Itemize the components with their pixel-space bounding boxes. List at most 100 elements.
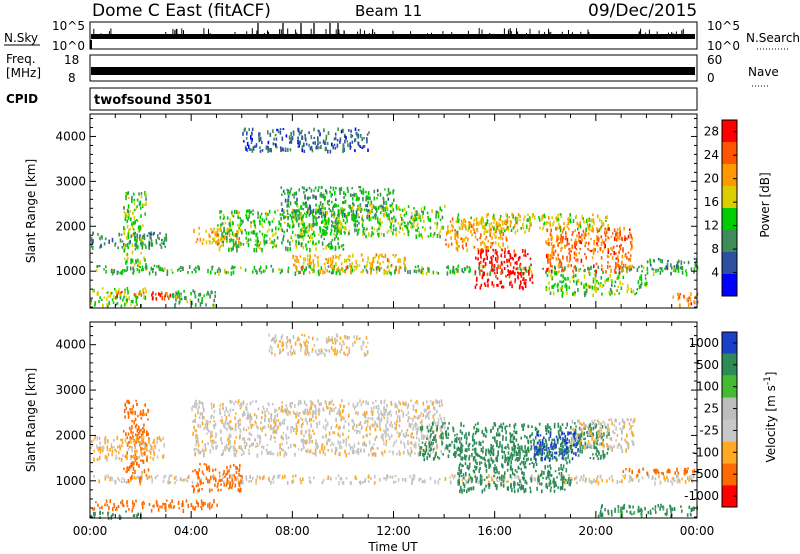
- echo-cell: [215, 478, 217, 483]
- echo-cell: [396, 431, 399, 434]
- echo-cell: [300, 448, 303, 452]
- echo-cell: [570, 476, 572, 479]
- echo-cell: [238, 445, 241, 450]
- echo-cell: [121, 499, 124, 503]
- echo-cell: [301, 227, 304, 231]
- echo-cell: [140, 476, 142, 480]
- echo-cell: [627, 234, 630, 239]
- echo-cell: [193, 487, 195, 491]
- freq-frame: [89, 54, 698, 82]
- echo-cell: [102, 303, 104, 307]
- echo-cell: [409, 474, 411, 478]
- echo-cell: [295, 430, 298, 435]
- echo-cell: [262, 426, 264, 430]
- echo-cell: [617, 255, 619, 260]
- echo-cell: [313, 452, 316, 455]
- echo-cell: [562, 279, 565, 283]
- echo-cell: [522, 286, 524, 291]
- echo-cell: [542, 267, 544, 270]
- echo-cell: [284, 450, 287, 454]
- echo-cell: [151, 293, 153, 297]
- echo-cell: [416, 229, 419, 232]
- echo-cell: [227, 423, 230, 426]
- echo-cell: [139, 441, 141, 445]
- echo-cell: [104, 237, 107, 241]
- echo-cell: [279, 451, 281, 456]
- echo-cell: [317, 260, 319, 265]
- echo-cell: [422, 434, 424, 437]
- echo-cell: [358, 264, 361, 267]
- echo-cell: [250, 415, 253, 420]
- echo-cell: [620, 261, 623, 265]
- echo-cell: [354, 149, 356, 153]
- echo-cell: [671, 481, 674, 486]
- echo-cell: [570, 250, 572, 253]
- echo-cell: [94, 301, 97, 305]
- echo-cell: [220, 416, 223, 419]
- echo-cell: [228, 413, 230, 417]
- echo-cell: [507, 228, 510, 232]
- echo-cell: [524, 266, 527, 271]
- echo-cell: [354, 405, 357, 408]
- echo-cell: [506, 264, 509, 268]
- echo-cell: [143, 413, 145, 416]
- echo-cell: [312, 268, 314, 271]
- echo-cell: [539, 226, 541, 230]
- echo-cell: [369, 262, 372, 267]
- echo-cell: [311, 401, 314, 406]
- echo-cell: [257, 407, 260, 411]
- echo-cell: [323, 196, 326, 201]
- echo-cell: [567, 222, 570, 225]
- echo-cell: [554, 249, 557, 253]
- echo-cell: [376, 189, 379, 193]
- echo-cell: [210, 290, 213, 295]
- echo-cell: [218, 471, 221, 474]
- echo-cell: [533, 215, 536, 220]
- echo-cell: [209, 420, 211, 424]
- echo-cell: [336, 216, 338, 220]
- echo-cell: [323, 128, 325, 133]
- echo-cell: [162, 436, 165, 441]
- echo-cell: [191, 300, 193, 306]
- echo-cell: [229, 474, 231, 479]
- echo-cell: [299, 477, 301, 481]
- echo-cell: [610, 235, 613, 238]
- echo-cell: [230, 486, 233, 490]
- echo-cell: [320, 235, 323, 239]
- echo-cell: [421, 480, 424, 484]
- echo-cell: [158, 268, 161, 271]
- echo-cell: [476, 238, 479, 241]
- echo-cell: [560, 274, 562, 277]
- echo-cell: [282, 128, 285, 131]
- echo-cell: [197, 471, 199, 476]
- nave-label: Nave: [748, 65, 779, 79]
- echo-cell: [272, 430, 274, 434]
- echo-cell: [216, 228, 219, 232]
- echo-cell: [439, 414, 441, 417]
- echo-cell: [237, 399, 240, 403]
- echo-cell: [592, 277, 595, 280]
- nsky-panel: N.Sky 10^5 10^0 10^5 10^0 N.Search: [4, 19, 800, 53]
- echo-cell: [547, 221, 549, 224]
- echo-cell: [199, 237, 202, 242]
- echo-cell: [502, 232, 505, 237]
- echo-cell: [285, 436, 288, 441]
- echo-cell: [348, 129, 350, 132]
- echo-cell: [561, 291, 564, 295]
- echo-cell: [474, 234, 477, 239]
- echo-cell: [241, 475, 243, 479]
- echo-cell: [123, 408, 126, 414]
- echo-cell: [659, 270, 662, 275]
- echo-cell: [607, 261, 609, 264]
- echo-cell: [631, 478, 634, 482]
- echo-cell: [591, 229, 593, 233]
- echo-cell: [449, 476, 451, 479]
- echo-cell: [612, 245, 615, 249]
- echo-cell: [285, 134, 288, 138]
- echo-cell: [131, 411, 134, 415]
- echo-cell: [220, 437, 222, 441]
- echo-cell: [550, 234, 553, 238]
- echo-cell: [619, 233, 621, 237]
- echo-cell: [323, 229, 325, 234]
- echo-cell: [126, 266, 129, 271]
